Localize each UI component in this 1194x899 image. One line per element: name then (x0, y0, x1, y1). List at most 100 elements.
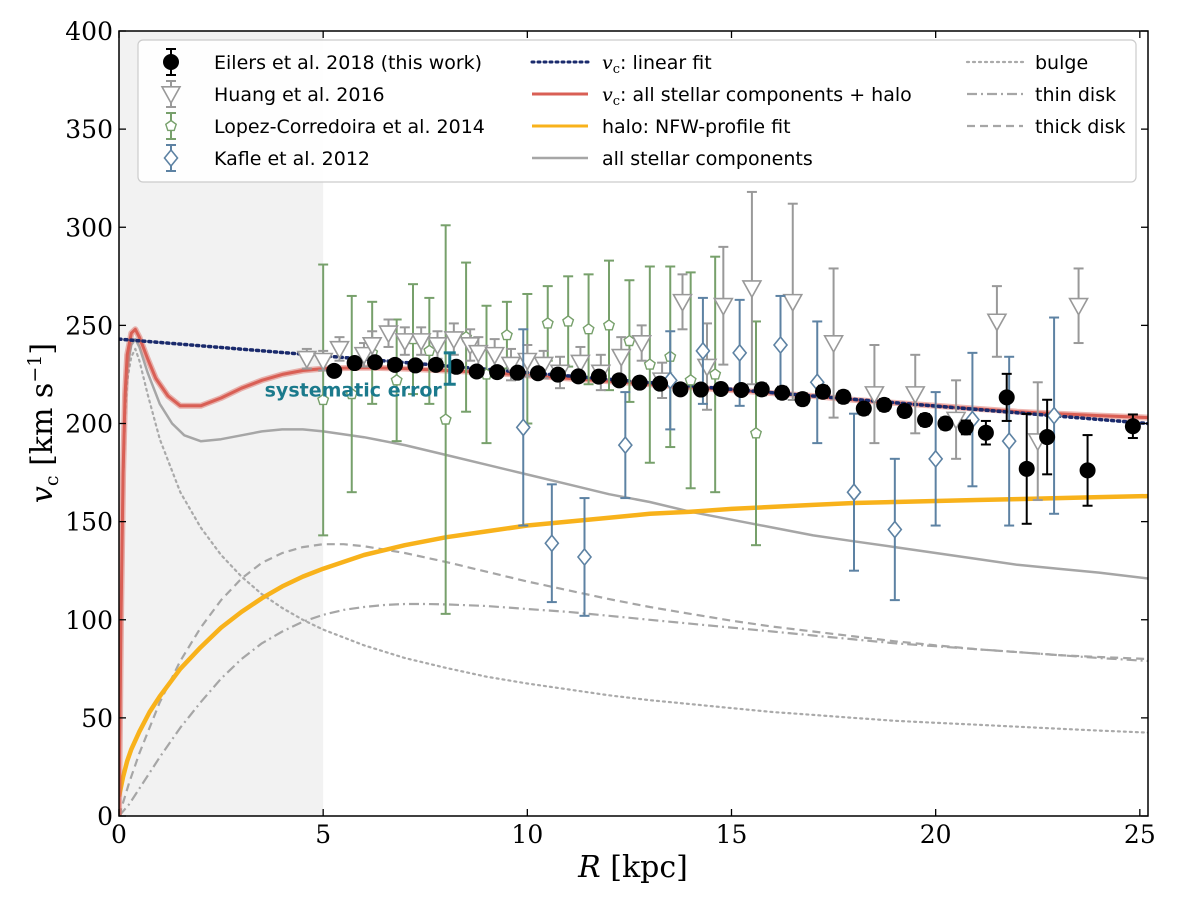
data-point-eilers (896, 402, 913, 419)
data-point-huang (864, 344, 885, 445)
data-point-lopez (602, 259, 616, 392)
marker-kafle (732, 343, 748, 363)
data-point-eilers (367, 354, 384, 371)
legend-label: Eilers et al. 2018 (this work) (214, 52, 482, 74)
data-point-eilers (611, 372, 628, 389)
data-point-huang (312, 349, 334, 372)
data-point-huang (296, 347, 318, 370)
data-point-huang (394, 326, 416, 356)
data-point-eilers (774, 384, 791, 401)
marker-kafle (576, 547, 593, 567)
data-point-huang (782, 202, 804, 401)
legend-label: Kafle et al. 2012 (214, 148, 370, 170)
data-point-lopez (709, 255, 722, 494)
marker-lopez (749, 426, 763, 439)
y-axis-label: vc [km s−1] (24, 343, 63, 503)
data-point-lopez (643, 265, 656, 464)
data-point-eilers (917, 411, 934, 428)
data-point-eilers (448, 358, 465, 375)
data-point-kafle (576, 497, 593, 617)
data-point-huang (329, 336, 350, 362)
marker-eilers (855, 400, 872, 417)
data-point-huang (986, 285, 1008, 358)
data-point-eilers (937, 415, 954, 432)
marker-eilers (692, 381, 709, 398)
data-point-kafle (1001, 355, 1017, 527)
marker-kafle (846, 482, 862, 502)
data-point-lopez (582, 273, 595, 386)
marker-eilers (998, 389, 1015, 406)
marker-eilers (590, 368, 607, 385)
legend-label: vc: all stellar components + halo (602, 84, 912, 109)
data-point-kafle (515, 328, 531, 527)
data-point-kafle (1046, 316, 1062, 515)
data-point-huang (672, 273, 693, 331)
legend-label: Lopez-Corredoira et al. 2014 (214, 116, 485, 138)
data-point-eilers (814, 383, 831, 400)
marker-huang (353, 346, 375, 366)
marker-eilers (917, 411, 934, 428)
marker-eilers (489, 364, 506, 381)
data-point-lopez (684, 271, 697, 490)
marker-huang (484, 346, 506, 366)
data-point-lopez (439, 224, 452, 615)
legend-item-lopez: Lopez-Corredoira et al. 2014 (164, 112, 485, 140)
marker-eilers (977, 424, 994, 441)
data-point-huang (712, 245, 734, 366)
marker-lopez (582, 322, 595, 335)
y-tick-label: 300 (65, 213, 113, 242)
marker-huang (610, 348, 632, 368)
marker-eilers (1124, 418, 1141, 435)
data-point-eilers (1079, 434, 1096, 507)
marker-kafle (1001, 431, 1017, 451)
legend-item-bulge: bulge (965, 52, 1088, 74)
marker-eilers (1079, 462, 1096, 479)
data-point-eilers (977, 419, 994, 446)
marker-eilers (957, 419, 974, 436)
data-point-lopez (317, 263, 330, 537)
marker-eilers (387, 356, 404, 373)
data-point-huang (467, 336, 489, 370)
marker-kafle (544, 533, 560, 553)
y-tick-label: 400 (65, 17, 113, 46)
legend-marker-lopez (164, 119, 178, 132)
curve-bulge (119, 347, 1148, 816)
data-point-huang (823, 267, 844, 419)
legend-item-thick: thick disk (967, 116, 1126, 138)
legend-item-kafle: Kafle et al. 2012 (163, 144, 370, 172)
x-tick-label: 0 (111, 820, 127, 849)
marker-lopez (602, 319, 616, 331)
marker-eilers (733, 381, 750, 398)
marker-eilers (753, 381, 770, 398)
data-point-eilers (794, 391, 811, 408)
marker-lopez (500, 328, 513, 341)
data-point-eilers (468, 363, 485, 380)
data-point-huang (904, 353, 926, 435)
data-point-eilers (427, 356, 444, 373)
marker-eilers (509, 364, 526, 381)
x-tick-label: 25 (1124, 820, 1156, 849)
marker-lopez (643, 358, 656, 370)
marker-huang (904, 386, 926, 405)
data-point-eilers (1039, 398, 1056, 476)
marker-lopez (390, 373, 403, 386)
data-point-eilers (509, 364, 526, 381)
data-point-eilers (549, 366, 566, 383)
data-point-lopez (345, 294, 358, 494)
marker-kafle (695, 341, 711, 361)
y-tick-label: 250 (65, 311, 113, 340)
marker-eilers (367, 354, 384, 371)
marker-huang (427, 336, 448, 356)
data-point-eilers (957, 419, 974, 436)
legend-item-total: vc: all stellar components + halo (532, 84, 912, 109)
marker-huang (410, 333, 432, 352)
marker-eilers (712, 380, 729, 397)
marker-huang (823, 335, 844, 354)
marker-eilers (570, 368, 587, 385)
marker-huang (443, 331, 465, 350)
data-point-eilers (835, 388, 852, 405)
y-tick-label: 200 (65, 410, 113, 439)
legend-item-thin: thin disk (967, 84, 1116, 106)
data-point-huang (631, 324, 653, 362)
